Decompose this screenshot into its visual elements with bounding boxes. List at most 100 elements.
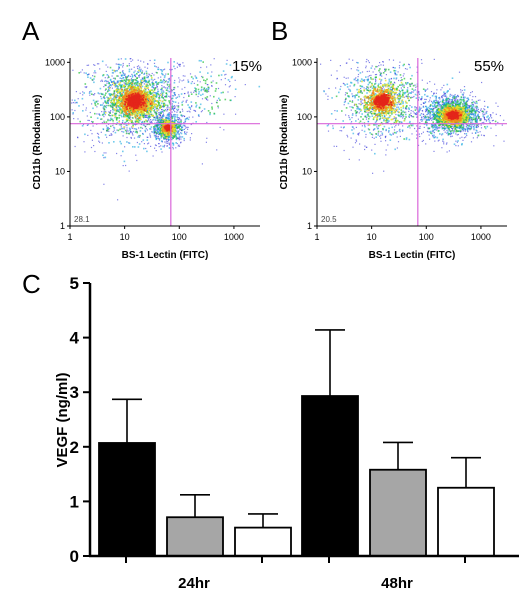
density-dot [139,82,142,85]
density-dot [167,73,169,75]
density-dot [349,106,351,108]
density-dot [150,121,152,123]
density-dot [136,97,139,99]
density-dot [142,110,145,112]
density-dot [142,98,144,101]
density-dot [94,102,96,105]
density-dot [154,100,157,102]
density-dot [165,92,168,95]
density-dot [179,117,181,119]
density-dot [343,104,345,106]
density-dot [141,90,143,93]
density-dot [85,86,87,89]
density-dot [121,128,123,130]
density-dot [101,104,104,106]
density-dot [83,141,85,143]
density-dot [105,106,107,109]
density-dot [172,127,175,129]
density-dot [343,83,345,85]
density-dot [157,137,159,139]
density-dot [207,86,210,89]
density-dot [85,109,87,111]
density-dot [145,95,147,97]
density-dot [429,81,431,83]
density-dot [160,137,163,139]
density-dot [154,124,156,127]
density-dot [163,76,166,79]
density-dot [125,89,128,92]
x-axis-label-a: BS-1 Lectin (FITC) [122,250,209,261]
density-dot [181,108,183,110]
density-dot [161,100,164,103]
density-dot [122,62,124,65]
density-dot [183,65,185,67]
x-tick-label: 10 [120,232,130,242]
density-dot [425,89,427,91]
density-dot [371,149,373,151]
density-dot [105,88,107,90]
density-dot [375,120,378,122]
density-dot [143,143,145,145]
density-dot [171,108,174,110]
density-dot [132,146,134,148]
density-dot [109,112,111,114]
density-dot [123,128,125,130]
density-dot [138,127,140,129]
density-dot [120,99,123,101]
density-dot [392,59,395,61]
density-dot [163,69,165,71]
density-dot [181,104,184,106]
density-dot [367,128,369,130]
density-dot [175,133,178,136]
density-dot [224,74,226,76]
density-dot [152,102,155,104]
density-dot [110,117,112,120]
density-dot [149,136,152,138]
density-dot [124,85,127,88]
density-dot [117,88,120,91]
density-dot [210,81,213,84]
density-dot [113,96,115,98]
density-dot [157,66,159,68]
density-dot [126,141,128,143]
density-dot [182,110,184,112]
density-dot [219,99,221,101]
density-dot [148,123,151,126]
density-dot [130,91,133,93]
density-dot [163,104,166,106]
density-dot [89,94,91,96]
density-dot [175,136,178,138]
density-dot [150,121,153,123]
density-dot [174,119,176,121]
density-dot [140,84,143,87]
density-dot [119,108,121,110]
density-dot [106,74,109,76]
density-dot [152,155,154,157]
density-dot [150,126,153,128]
density-dot [157,104,159,106]
density-dot [143,81,145,83]
density-dot [352,146,354,148]
density-dot [152,103,155,105]
density-dot [151,83,154,85]
density-dot [134,94,136,96]
density-dot [127,109,130,111]
density-dot [120,86,122,88]
density-dot [125,106,128,108]
density-dot [113,129,115,131]
density-dot [141,141,143,143]
density-dot [160,124,163,126]
density-dot [148,105,150,108]
density-dot [84,83,87,85]
density-dot [166,124,169,126]
density-dot [111,114,113,117]
density-dot [136,159,138,162]
density-dot [148,114,150,117]
density-dot [178,94,180,96]
density-dot [149,107,152,110]
density-dot [176,96,178,98]
density-dot [160,69,162,71]
density-dot [155,116,157,118]
density-dot [195,102,197,104]
density-dot [128,111,130,113]
